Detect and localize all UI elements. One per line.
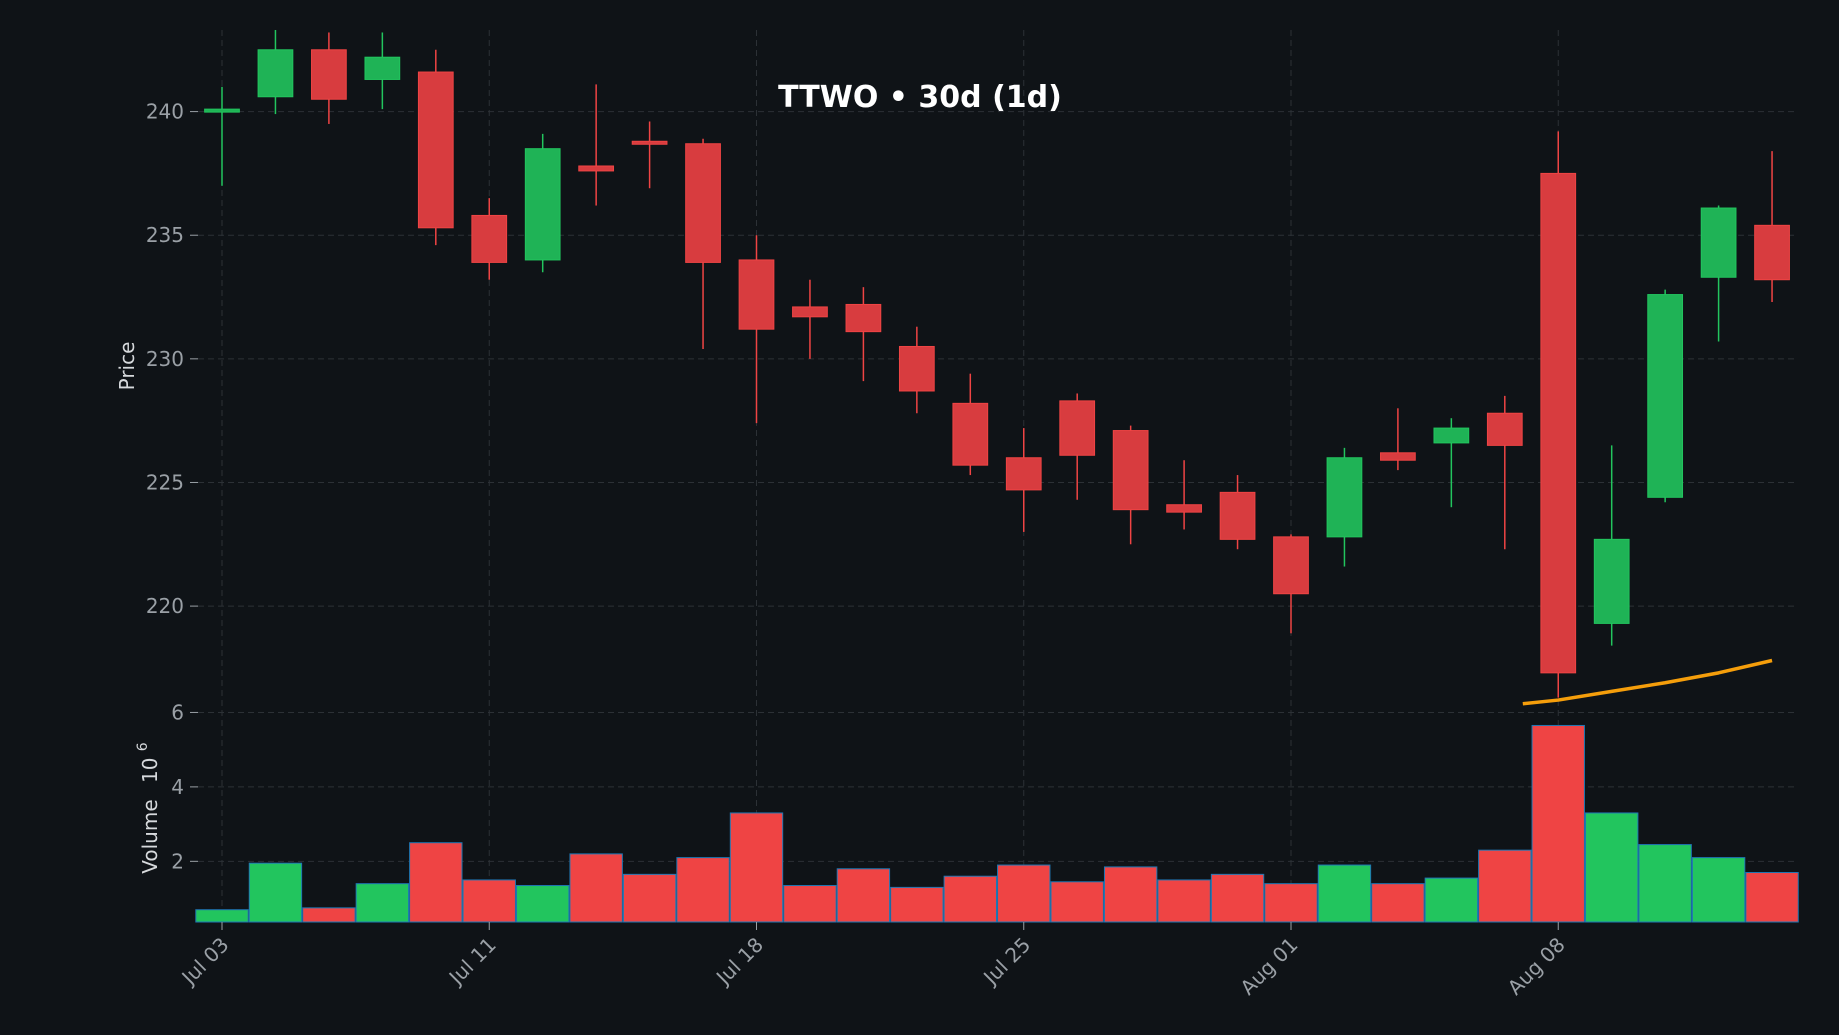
candle-body [257,49,294,98]
price-y-ticks: 220 225 230 235 240 [146,100,198,618]
candle-body [417,71,454,229]
volume-y-ticks: 2 4 6 [171,700,198,873]
price-axis-label: Price [115,342,139,391]
volume-bar [248,862,303,923]
candle-body [204,108,240,113]
volume-bar [1531,724,1585,923]
candle-body [1647,294,1684,498]
volume-axis-multiplier: 10 [138,758,162,783]
candle-body [898,345,935,392]
candle-body [1433,427,1470,444]
candle-body [1486,412,1523,446]
volume-bar [1103,866,1158,923]
candle-body [1273,536,1309,595]
price-tick-label: 220 [146,594,184,618]
volume-bar [1424,877,1479,923]
volume-bar [622,873,677,923]
volume-bar [569,853,623,923]
volume-bar [1050,881,1104,923]
chart-title: TTWO • 30d (1d) [778,80,1062,115]
price-tick-label: 240 [146,100,184,124]
volume-bar [355,883,410,923]
volume-tick-label: 6 [171,700,184,724]
candle-body [1540,172,1577,674]
volume-bar [783,885,837,923]
candle-body [952,402,989,466]
candle-body [364,56,401,80]
price-tick-label: 225 [146,470,184,494]
candle-body [524,148,561,261]
candle-body [792,306,828,318]
volume-bar [943,875,997,923]
candle-body [311,49,347,100]
volume-bars [195,724,1799,923]
volume-bar [1638,844,1692,923]
volume-bar [1691,857,1746,923]
volume-axis-label: Volume 10 6 [135,742,162,874]
volume-bar [836,868,891,923]
price-tick-label: 230 [146,347,184,371]
volume-bar [890,886,944,923]
volume-bar [729,812,784,923]
candle-body [1700,207,1737,278]
volume-bar [676,857,730,923]
volume-bar [409,842,463,923]
volume-bar [195,909,249,923]
candle-body [685,143,721,263]
volume-bar [1478,849,1532,923]
volume-bar [997,864,1051,923]
price-candles [204,30,1790,698]
volume-bar [1585,812,1639,923]
volume-bar [1264,883,1318,923]
candle-body [471,214,508,263]
candle-body [1166,504,1202,513]
volume-axis-exponent: 6 [135,742,151,751]
grid-lines [198,30,1794,922]
candle-body [1754,224,1790,281]
volume-bar [1210,873,1265,923]
moving-average [1522,658,1773,706]
candle-body [845,303,882,333]
volume-bar [1745,871,1799,923]
candle-body [631,140,668,145]
candle-body [1005,457,1042,491]
volume-bar [1317,864,1372,923]
volume-bar [1371,883,1425,923]
candle-body [738,259,775,330]
volume-bar [516,885,570,923]
volume-axis-label-text: Volume [138,799,162,873]
candle-body [1112,430,1149,511]
candle-body [1380,452,1416,461]
volume-bar [302,907,356,923]
candle-body [1059,400,1096,456]
candle-body [1593,538,1630,624]
volume-tick-label: 2 [171,849,184,873]
candle-body [1326,457,1363,538]
volume-tick-label: 4 [171,775,184,799]
volume-bar [1157,879,1211,923]
candle-body [1219,491,1256,540]
candle-body [578,165,615,172]
volume-bar [462,879,516,923]
svg-text:Volume 10 6: Volume 10 6 [135,742,162,874]
price-tick-label: 235 [146,223,184,247]
moving-average-line [1522,658,1773,706]
